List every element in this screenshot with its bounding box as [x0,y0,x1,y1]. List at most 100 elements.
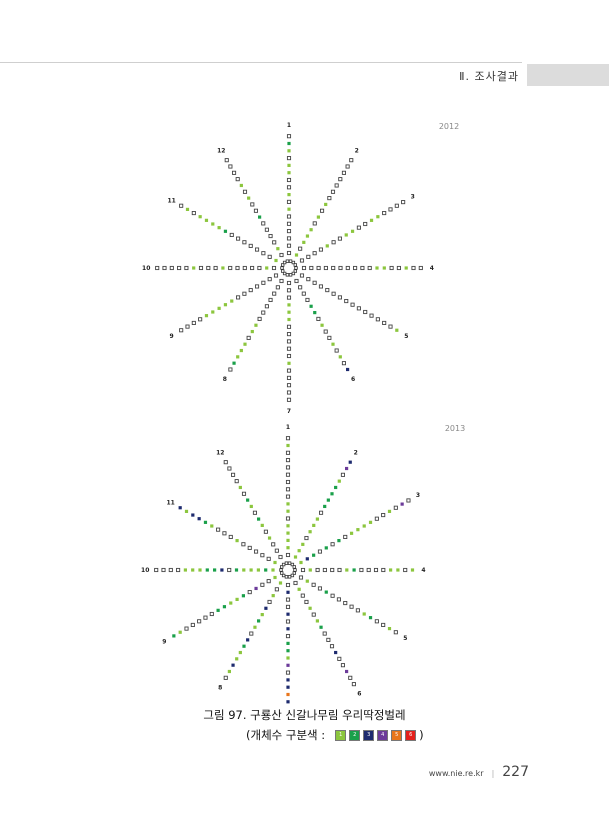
spoke-8-dot [268,297,273,303]
spoke-label: 10 [141,567,149,574]
spoke-1-dot [286,134,292,139]
spoke-12-dot [267,536,272,540]
spoke-7-dot [286,649,290,653]
spoke-3-dot [299,560,303,565]
spoke-11-dot [216,527,221,532]
spoke-6-dot [316,316,321,321]
spoke-1-dot [285,458,291,463]
spoke-12-dot [278,554,283,560]
spoke-12-dot [279,252,284,258]
footer-divider: | [491,769,495,778]
spoke-8-dot [275,285,280,290]
spoke-2-dot [294,253,299,257]
spoke-9-dot [267,277,272,282]
spoke-12-dot [261,221,266,226]
spoke-6-dot [323,329,328,334]
header-rule [0,62,522,63]
spoke-5-dot [312,280,317,285]
spoke-4-dot [396,568,400,572]
center-ring-dot [288,273,293,277]
spoke-6-dot [311,612,316,617]
spoke-7-dot [285,670,291,675]
spoke-7-dot [286,324,292,329]
spoke-4-dot [308,568,312,572]
spoke-10-dot [271,265,277,271]
spoke-11-dot [247,545,252,550]
spoke-8-dot [238,650,242,655]
spoke-1-dot [285,472,291,477]
spoke-8-dot [235,657,239,661]
spoke-1-dot [286,546,290,550]
center-ring-dot [292,571,297,575]
center-ring-dot [281,562,286,567]
spoke-label: 7 [287,408,291,415]
spoke-7-dot [286,390,292,395]
spoke-4-dot [353,265,358,271]
spoke-11-dot [229,232,234,237]
spoke-10-dot [242,568,246,572]
spoke-3-dot [344,233,348,237]
spoke-5-dot [381,622,386,628]
spoke-6-dot [305,297,310,303]
spoke-5-dot [362,612,366,616]
spoke-10-dot [169,265,174,271]
spoke-label: 6 [351,376,355,383]
spoke-1-dot [286,443,290,448]
page-footer: www.nie.re.kr | 227 [429,764,529,780]
spoke-12-dot [247,196,251,200]
center-ring-dot [284,575,289,579]
spoke-1-dot [287,171,291,175]
spoke-12-dot [242,189,248,194]
spoke-2-dot [341,170,347,175]
spoke-3-dot [382,210,387,216]
spoke-9-dot [230,299,234,303]
legend-swatch-3: 3 [363,729,375,741]
spoke-label: 12 [217,148,225,155]
spoke-1-dot [285,465,291,470]
spoke-4-dot [323,265,328,271]
spoke-10-dot [220,568,224,572]
spoke-6-dot [327,335,332,340]
spoke-1-dot [286,531,290,535]
spoke-2-dot [315,517,319,521]
spoke-3-dot [356,528,360,532]
spoke-8-dot [253,625,257,629]
spoke-9-dot [216,608,220,612]
spoke-4-dot [411,265,416,271]
legend-suffix: ) [419,728,424,742]
spoke-10-dot [257,265,262,271]
spoke-4-dot [345,265,350,271]
spoke-11-dot [217,226,221,230]
spoke-6-dot [301,291,306,296]
spoke-11-dot [184,509,189,513]
spoke-12-dot [253,208,259,213]
spoke-6-dot [329,644,335,649]
spoke-11-dot [210,524,214,528]
spoke-2-dot [298,246,303,251]
spoke-8-dot [264,606,268,610]
spoke-11-dot [235,539,239,543]
header-tab-box [527,64,609,86]
spoke-3-dot [374,516,379,521]
spoke-1-dot [286,502,290,506]
spoke-8-dot [260,613,264,617]
spoke-1-dot [285,516,291,521]
spoke-5-dot [363,309,368,315]
spoke-3-dot [362,524,366,528]
spoke-10-dot [177,265,182,271]
spoke-5-dot [388,324,393,329]
spoke-7-dot [286,346,292,351]
spoke-7-dot [286,339,292,344]
spoke-7-dot [286,590,290,594]
spoke-8-dot [236,355,240,359]
spoke-5-dot [393,630,398,635]
spoke-8-dot [279,278,284,284]
center-ring-dot [282,271,287,276]
spoke-4-dot [300,567,306,573]
spoke-9-dot [222,605,227,609]
spoke-1-dot [286,243,292,248]
year-label: 2012 [439,122,459,131]
spoke-4-dot [410,568,415,572]
spoke-6-dot [293,580,298,586]
spoke-label: 1 [287,122,291,129]
